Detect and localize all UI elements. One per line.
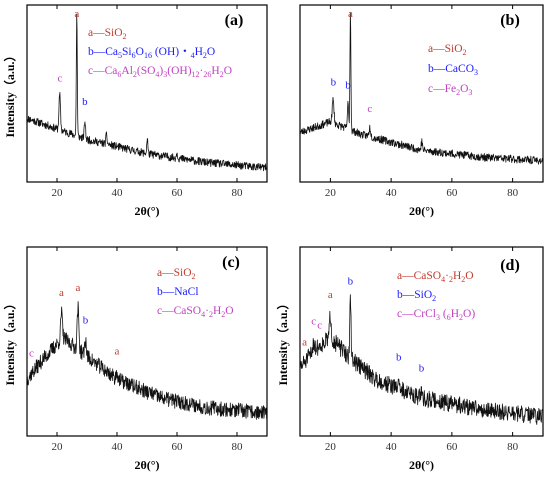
legend-entry: c—Fe2O3	[428, 83, 472, 97]
xrd-series-line	[299, 294, 544, 425]
plot-frame	[26, 4, 268, 183]
peak-label: a	[74, 8, 79, 20]
peak-label: a	[348, 8, 353, 20]
legend-entry: a—SiO2	[428, 43, 467, 57]
x-tick-label: 40	[386, 187, 398, 199]
x-axis-label: 2θ(°)	[409, 204, 434, 218]
xrd-series-line	[26, 13, 268, 172]
panel-a: 20 40 60 80 2θ(°) Intensity（a.u.） (a) a c b a—SiO2…	[2, 4, 268, 218]
x-tick-label: 80	[507, 441, 519, 453]
legend-entry: a—CaSO4·2H2O	[397, 270, 474, 284]
peak-label: a	[302, 336, 307, 348]
legend-entry: a—SiO2	[88, 27, 127, 41]
legend-entry: c—Ca6Al2(SO4)3(OH)12·26H2O	[88, 65, 232, 79]
x-tick-label: 40	[112, 441, 124, 453]
peak-label: b	[82, 96, 88, 108]
legend-entry: b—NaCl	[157, 286, 199, 298]
x-axis-label: 2θ(°)	[409, 458, 434, 472]
legend-entry: c—CaSO4·2H2O	[157, 305, 234, 319]
plot-frame	[26, 246, 268, 437]
peak-label: b	[331, 77, 337, 89]
peak-label: c	[311, 315, 316, 327]
x-axis-label: 2θ(°)	[134, 458, 159, 472]
peak-label: b	[345, 79, 351, 91]
x-tick-label: 20	[52, 187, 64, 199]
y-axis-label: Intensity（a.u.）	[2, 49, 17, 137]
peak-label: c	[29, 348, 34, 360]
x-tick-label: 20	[52, 441, 64, 453]
y-axis-label: Intensity（a.u.）	[2, 297, 17, 385]
legend-entry: b—Ca5Si6O16 (OH)・4H2O	[88, 46, 215, 60]
panel-label: (a)	[225, 12, 244, 29]
peak-label: c	[367, 103, 372, 115]
x-tick-label: 60	[172, 441, 184, 453]
panel-label: (c)	[222, 254, 240, 271]
legend-entry: b—CaCO3	[428, 63, 478, 77]
x-tick-label: 60	[172, 187, 184, 199]
x-tick-label: 20	[325, 441, 337, 453]
peak-label: a	[76, 282, 81, 294]
x-tick-label: 40	[386, 441, 398, 453]
x-tick-label: 40	[112, 187, 124, 199]
x-tick-label: 80	[232, 441, 244, 453]
x-tick-label: 80	[507, 187, 519, 199]
xrd-series-line	[299, 12, 544, 165]
panel-label: (d)	[500, 257, 520, 274]
peak-label: c	[317, 320, 322, 332]
xrd-series-line	[26, 301, 268, 420]
x-tick-label: 60	[446, 441, 458, 453]
peak-label: c	[58, 72, 63, 84]
legend-entry: b—SiO2	[397, 289, 436, 303]
panel-label: (b)	[500, 12, 520, 29]
x-axis-label: 2θ(°)	[134, 204, 159, 218]
peak-label: b	[83, 314, 89, 326]
peak-label: b	[396, 351, 402, 363]
peak-label: b	[348, 275, 354, 287]
peak-label: b	[419, 363, 425, 375]
plot-frame	[299, 4, 544, 183]
x-tick-label: 20	[325, 187, 337, 199]
x-tick-label: 80	[232, 187, 244, 199]
peak-label: a	[59, 287, 64, 299]
x-tick-label: 60	[446, 187, 458, 199]
y-axis-label: Intensity（a.u.）	[275, 297, 290, 385]
legend-entry: c—CrCl3 (6H2O)	[397, 308, 475, 322]
peak-label: a	[115, 346, 120, 358]
panel-b: 20 40 60 80 2θ(°) (b) a b b c a—SiO2 b—CaCO3 c—Fe2O3	[299, 4, 544, 218]
legend-entry: a—SiO2	[157, 267, 196, 281]
plot-frame	[299, 246, 544, 437]
peak-label: a	[328, 289, 333, 301]
